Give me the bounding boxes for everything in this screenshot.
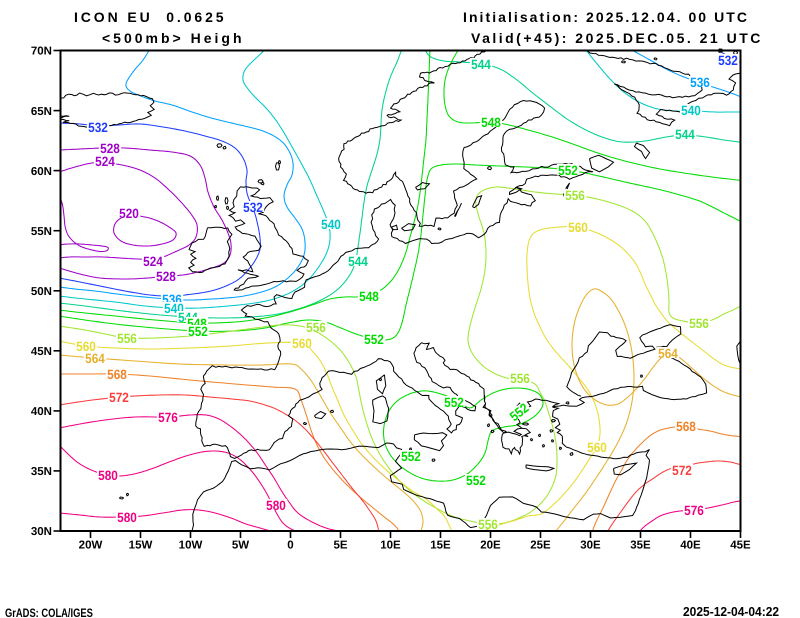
svg-text:540: 540 <box>321 217 341 232</box>
svg-text:580: 580 <box>117 510 137 525</box>
svg-text:10W: 10W <box>179 540 203 552</box>
svg-text:532: 532 <box>718 53 738 68</box>
svg-text:45E: 45E <box>730 540 751 552</box>
svg-text:556: 556 <box>306 320 326 335</box>
svg-text:40N: 40N <box>31 406 52 418</box>
svg-text:548: 548 <box>481 115 501 130</box>
svg-text:60N: 60N <box>31 166 52 178</box>
svg-text:576: 576 <box>158 410 178 425</box>
svg-text:5E: 5E <box>333 540 347 552</box>
svg-text:552: 552 <box>558 163 578 178</box>
svg-text:30E: 30E <box>580 540 601 552</box>
svg-text:560: 560 <box>292 336 312 351</box>
svg-text:556: 556 <box>478 517 498 532</box>
svg-text:532: 532 <box>88 120 108 135</box>
svg-text:580: 580 <box>266 498 286 513</box>
svg-text:556: 556 <box>689 316 709 331</box>
svg-text:544: 544 <box>471 57 491 72</box>
svg-text:528: 528 <box>156 269 176 284</box>
svg-text:520: 520 <box>119 206 139 221</box>
svg-text:560: 560 <box>587 440 607 455</box>
svg-text:552: 552 <box>444 395 464 410</box>
svg-text:55N: 55N <box>31 226 52 238</box>
svg-text:524: 524 <box>95 154 115 169</box>
svg-text:548: 548 <box>359 289 379 304</box>
svg-text:40E: 40E <box>680 540 701 552</box>
svg-text:532: 532 <box>243 200 263 215</box>
svg-text:35E: 35E <box>630 540 651 552</box>
svg-text:35N: 35N <box>31 466 52 478</box>
svg-text:540: 540 <box>681 103 701 118</box>
svg-text:30N: 30N <box>31 526 52 538</box>
svg-text:70N: 70N <box>31 46 52 58</box>
svg-text:564: 564 <box>658 346 678 361</box>
svg-text:576: 576 <box>684 503 704 518</box>
svg-text:556: 556 <box>510 371 530 386</box>
svg-text:25E: 25E <box>530 540 551 552</box>
svg-text:10E: 10E <box>380 540 401 552</box>
svg-text:20W: 20W <box>79 540 103 552</box>
svg-text:560: 560 <box>76 339 96 354</box>
svg-text:15W: 15W <box>129 540 153 552</box>
svg-text:564: 564 <box>85 351 105 366</box>
svg-text:544: 544 <box>348 254 368 269</box>
svg-text:568: 568 <box>676 419 696 434</box>
svg-text:45N: 45N <box>31 346 52 358</box>
svg-text:556: 556 <box>565 188 585 203</box>
svg-text:524: 524 <box>143 254 163 269</box>
svg-text:528: 528 <box>100 141 120 156</box>
svg-text:552: 552 <box>188 324 208 339</box>
svg-text:556: 556 <box>117 331 137 346</box>
svg-text:50N: 50N <box>31 286 52 298</box>
svg-text:552: 552 <box>364 332 384 347</box>
svg-text:65N: 65N <box>31 106 52 118</box>
svg-text:572: 572 <box>672 463 692 478</box>
svg-text:5W: 5W <box>232 540 249 552</box>
svg-text:568: 568 <box>107 367 127 382</box>
svg-text:536: 536 <box>690 75 710 90</box>
svg-text:552: 552 <box>466 473 486 488</box>
svg-text:580: 580 <box>98 468 118 483</box>
svg-text:572: 572 <box>109 390 129 405</box>
svg-text:0: 0 <box>287 540 293 552</box>
svg-text:544: 544 <box>675 127 695 142</box>
svg-text:560: 560 <box>568 220 588 235</box>
svg-text:20E: 20E <box>480 540 501 552</box>
svg-text:552: 552 <box>401 449 421 464</box>
svg-text:15E: 15E <box>430 540 451 552</box>
